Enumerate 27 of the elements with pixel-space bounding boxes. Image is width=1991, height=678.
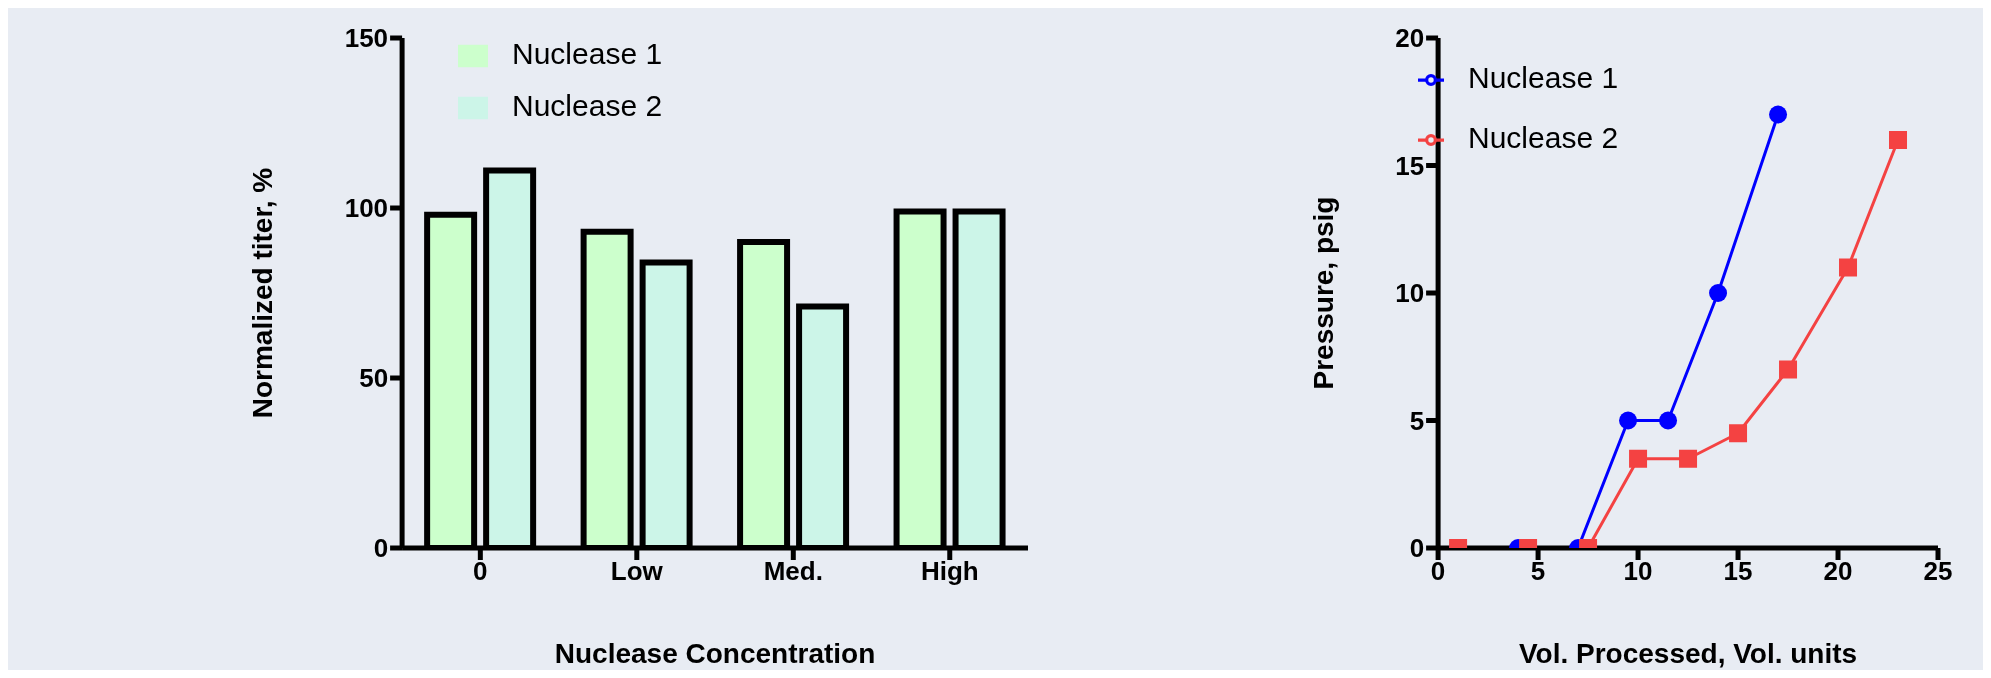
y-axis-title: Pressure, psig [1308, 196, 1340, 390]
x-tick-label: 0 [1430, 556, 1446, 587]
x-axis-title: Vol. Processed, Vol. units [1518, 638, 1858, 669]
y-tick-label: 100 [344, 193, 389, 224]
legend-label: Nuclease 2 [512, 89, 663, 122]
y-tick-label: 0 [373, 533, 389, 564]
y-tick-label: 0 [1409, 533, 1425, 564]
y-tick-label: 50 [359, 363, 389, 394]
y-axis-title: Normalized titer, % [247, 167, 279, 419]
y-tick-label: 150 [344, 23, 389, 54]
x-tick-label: 15 [1723, 556, 1753, 587]
y-tick-label: 10 [1395, 278, 1425, 309]
x-axis-title: Nuclease Concentration [554, 638, 876, 669]
x-tick-label: Med. [763, 556, 823, 587]
x-tick-label: 20 [1823, 556, 1853, 587]
x-tick-label: 0 [473, 556, 488, 587]
y-tick-label: 15 [1395, 150, 1425, 181]
x-tick-label: High [920, 556, 979, 587]
x-tick-label: 25 [1923, 556, 1953, 587]
y-tick-label: 5 [1409, 405, 1425, 436]
legend-label: Nuclease 1 [1468, 61, 1619, 94]
x-tick-label: 5 [1530, 556, 1546, 587]
x-tick-label: Low [610, 556, 664, 587]
legend-label: Nuclease 2 [1468, 121, 1619, 154]
y-tick-label: 20 [1395, 23, 1425, 54]
x-tick-label: 10 [1623, 556, 1653, 587]
legend-label: Nuclease 1 [512, 37, 663, 70]
